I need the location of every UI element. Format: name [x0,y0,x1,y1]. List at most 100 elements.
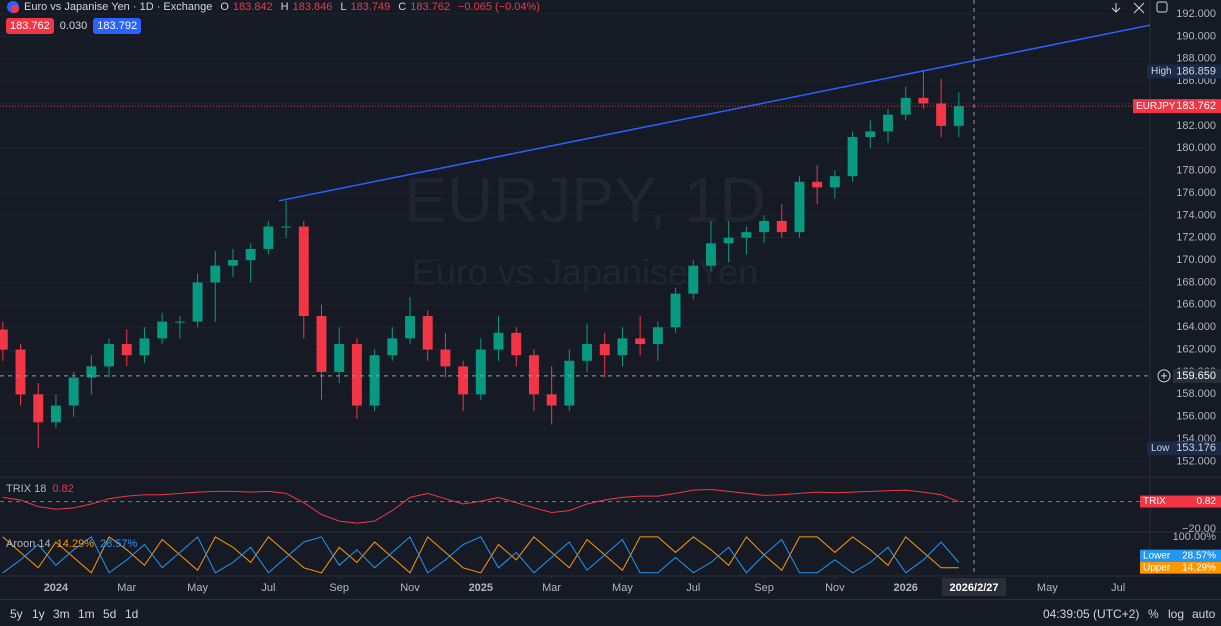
icon-circle [11,5,19,13]
candle-body [192,282,203,322]
collapse-button[interactable] [1133,2,1145,14]
value-box-value: 28.57% [1182,550,1216,561]
candle-body [847,137,858,177]
marker-name: Low [1151,443,1170,454]
marker-box [1147,441,1221,456]
aroon-legend: Aroon 14 14.29% 28.57% [6,538,137,550]
watermark-description: Euro vs Japanise Yen [412,252,758,293]
y-tick-label: 168.000 [1176,276,1216,288]
candle-body [210,265,221,283]
candle-body [228,260,238,266]
y-tick-label: 190.000 [1176,30,1216,42]
candle-body [794,181,805,233]
indicator-title: TRIX 18 [6,483,47,495]
crosshair-y-label: 159.650 [1176,370,1216,382]
candle-body [139,338,150,356]
chart-title: Euro vs Japanise Yen · 1D · Exchange [24,1,213,13]
option-button[interactable]: log [1168,607,1185,621]
y-tick-label: 188.000 [1176,53,1216,65]
y-tick-label: −20.00 [1182,523,1216,535]
candle-body [157,321,168,339]
maximize-button[interactable] [1156,1,1168,13]
x-tick-label: 2024 [44,582,69,594]
candle-body [458,366,469,395]
ohlc-key: H [280,1,289,13]
candle-body [759,220,770,233]
option-button[interactable]: % [1148,607,1159,621]
marker-value: 153.176 [1176,442,1216,454]
indicator-value: 0.82 [52,483,74,495]
spread: 0.030 [59,20,88,32]
candle-body [369,355,380,406]
candle-body [174,321,185,323]
range-button[interactable]: 3m [53,607,70,621]
candle-body [741,232,752,238]
candle-body [900,97,911,115]
y-tick-label: 100.00% [1173,531,1217,543]
value-box [1140,495,1221,508]
candle-body [546,394,557,406]
crosshair-x-label: 2026/2/27 [950,582,999,594]
candle-body [68,377,79,406]
indicator-value: 28.57% [99,538,138,550]
candle-body [121,343,132,356]
bottom-toolbar: 5y 1y 3m 1m 5d 1d 04:39:05 (UTC+2) % log… [0,599,1221,626]
candle-body [670,293,681,328]
change: −0.065 (−0.04%) [458,1,540,13]
range-button[interactable]: 1m [78,607,95,621]
range-button[interactable]: 1d [125,607,139,621]
y-tick-label: 176.000 [1176,187,1216,199]
trix-legend: TRIX 18 0.82 [6,483,74,495]
x-tick-label: Mar [117,582,136,594]
last-price-value: 183.762 [1176,100,1216,112]
range-button[interactable]: 1y [32,607,45,621]
candle-body [422,316,433,350]
ohlc-value: 183.842 [232,1,273,13]
ohlc-value: 183.762 [410,1,450,13]
candle-body [706,243,716,266]
x-tick-label: Nov [825,582,845,594]
y-tick-label: 178.000 [1176,165,1216,177]
candle-body [33,394,44,423]
top-right-buttons[interactable] [1111,1,1168,14]
value-box-value: 14.29% [1182,562,1216,573]
y-tick-label: 182.000 [1176,120,1216,132]
y-tick-label: 152.000 [1176,455,1216,467]
crosshair-add-icon [1161,372,1167,379]
candle-body [405,316,415,339]
quote-boxes: 183.762 0.030 183.792 [6,18,142,34]
candle-body [15,349,26,395]
ask-box[interactable]: 183.792 [93,18,142,34]
x-tick-label: Jul [1111,582,1125,594]
range-button[interactable]: 5y [10,607,23,621]
candle-body [635,338,646,344]
candle-body [298,226,309,317]
last-price-name: EURJPY [1136,101,1176,112]
option-button[interactable]: auto [1192,607,1216,621]
y-tick-label: 162.000 [1176,343,1216,355]
indicator-line [2,536,960,574]
candle-body [0,329,8,350]
y-tick-label: 158.000 [1176,388,1216,400]
x-tick-label: Mar [542,582,561,594]
range-button[interactable]: 5d [103,607,117,621]
y-tick-label: 170.000 [1176,254,1216,266]
plot: 2024 Mar May Jul Sep Nov 2025 Mar May Jul Sep Nov 20… [0,0,1221,596]
x-tick-label: May [612,582,633,594]
arrow-button[interactable] [1111,3,1121,13]
marker-box [1147,64,1221,79]
candle-body [617,338,628,356]
clock[interactable]: 04:39:05 (UTC+2) [1043,607,1140,621]
bid-box[interactable]: 183.762 [6,18,54,34]
trendline [278,24,1151,202]
candle-body [334,343,345,372]
x-tick-label: Nov [400,582,420,594]
background [0,0,1221,599]
chart-header: Euro vs Japanise Yen · 1D · Exchange O 18… [6,0,544,14]
value-box-name: Lower [1143,550,1171,561]
candle-body [936,103,947,126]
last-price-box [1133,99,1221,114]
marker-value: 186.859 [1176,65,1216,77]
indicator-title: Aroon 14 [6,538,51,550]
